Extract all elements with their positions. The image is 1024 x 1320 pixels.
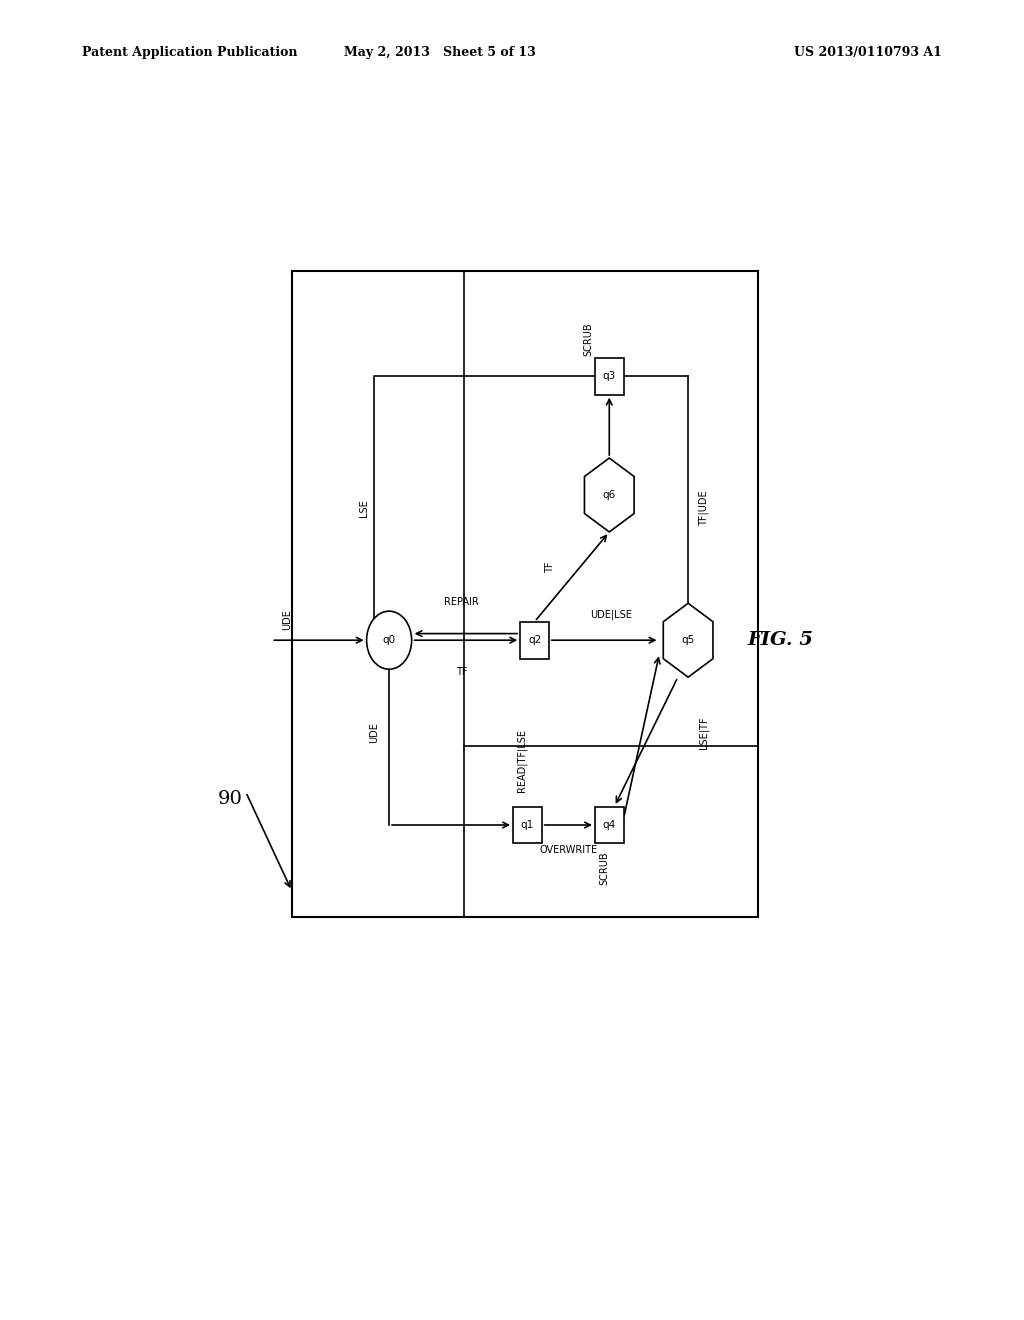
Bar [292, 271, 758, 917]
Text: LSE: LSE [358, 499, 369, 517]
Text: q0: q0 [383, 635, 395, 645]
Text: READ|TF|LSE: READ|TF|LSE [517, 729, 527, 792]
Text: q6: q6 [603, 490, 615, 500]
Text: q5: q5 [682, 635, 694, 645]
Text: q1: q1 [521, 820, 534, 830]
Text: Patent Application Publication: Patent Application Publication [82, 46, 297, 59]
Text: US 2013/0110793 A1: US 2013/0110793 A1 [795, 46, 942, 59]
Text: REPAIR: REPAIR [444, 597, 479, 607]
FancyBboxPatch shape [595, 807, 624, 843]
Text: UDE: UDE [369, 722, 379, 743]
Text: SCRUB: SCRUB [584, 323, 594, 356]
Circle shape [367, 611, 412, 669]
Text: TF: TF [545, 562, 555, 573]
Text: q2: q2 [528, 635, 541, 645]
FancyBboxPatch shape [513, 807, 542, 843]
Text: FIG. 5: FIG. 5 [748, 631, 813, 649]
Text: q3: q3 [603, 371, 615, 381]
Text: SCRUB: SCRUB [599, 851, 609, 884]
Polygon shape [664, 603, 713, 677]
Text: TF: TF [456, 667, 468, 677]
Text: 90: 90 [218, 789, 243, 808]
Text: TF|UDE: TF|UDE [698, 491, 709, 525]
Text: May 2, 2013   Sheet 5 of 13: May 2, 2013 Sheet 5 of 13 [344, 46, 537, 59]
FancyBboxPatch shape [520, 622, 549, 659]
Text: OVERWRITE: OVERWRITE [540, 845, 597, 855]
Text: UDE: UDE [282, 609, 292, 630]
Text: LSE|TF: LSE|TF [698, 717, 709, 748]
FancyBboxPatch shape [595, 358, 624, 395]
Polygon shape [585, 458, 634, 532]
Text: UDE|LSE: UDE|LSE [591, 610, 632, 620]
Text: q4: q4 [603, 820, 615, 830]
